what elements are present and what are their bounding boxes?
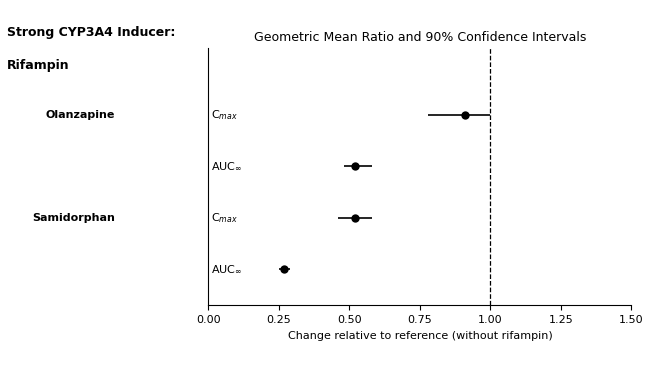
Text: Rifampin: Rifampin <box>7 59 69 72</box>
X-axis label: Change relative to reference (without rifampin): Change relative to reference (without ri… <box>288 331 552 341</box>
Text: AUC$_{∞}$: AUC$_{∞}$ <box>211 160 242 172</box>
Text: AUC$_{∞}$: AUC$_{∞}$ <box>211 263 242 275</box>
Text: Olanzapine: Olanzapine <box>46 110 115 120</box>
Text: Samidorphan: Samidorphan <box>33 213 115 223</box>
Text: Strong CYP3A4 Inducer:: Strong CYP3A4 Inducer: <box>7 26 175 39</box>
Title: Geometric Mean Ratio and 90% Confidence Intervals: Geometric Mean Ratio and 90% Confidence … <box>254 31 586 44</box>
Text: C$_{max}$: C$_{max}$ <box>211 108 238 122</box>
Text: C$_{max}$: C$_{max}$ <box>211 211 238 225</box>
